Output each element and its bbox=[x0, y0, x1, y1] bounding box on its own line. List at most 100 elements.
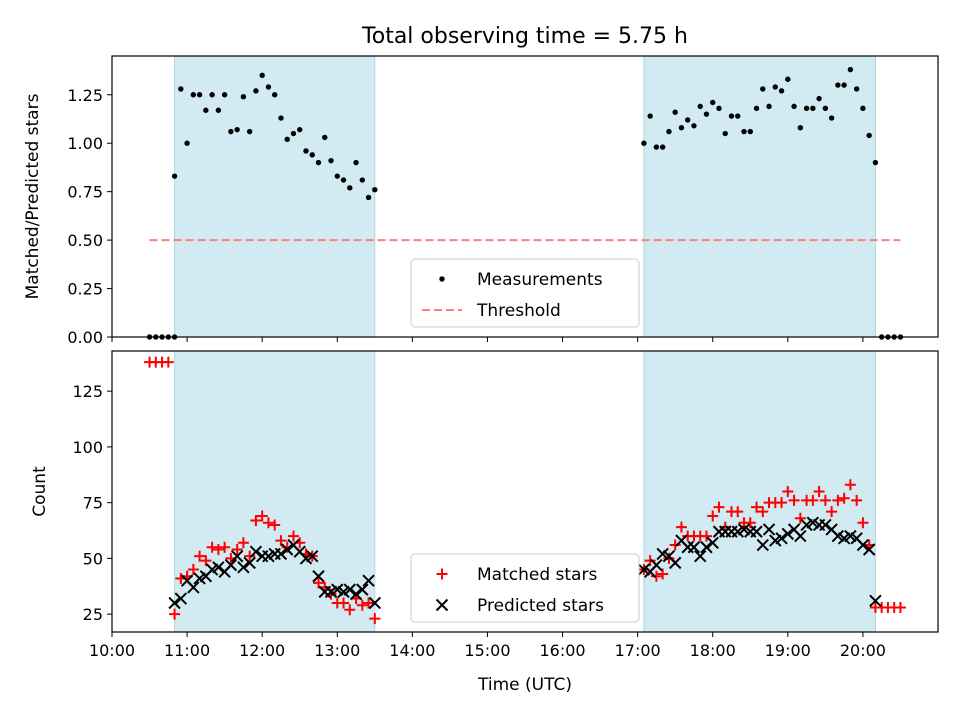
data-point bbox=[700, 541, 713, 554]
data-point bbox=[766, 103, 772, 110]
data-point bbox=[703, 111, 710, 117]
data-point bbox=[349, 587, 363, 601]
data-point bbox=[653, 144, 660, 150]
data-point bbox=[847, 66, 854, 73]
data-point bbox=[785, 76, 791, 82]
data-point bbox=[788, 494, 800, 506]
data-point bbox=[259, 72, 265, 79]
data-point bbox=[365, 194, 372, 201]
data-point bbox=[356, 599, 368, 611]
data-point bbox=[174, 592, 188, 605]
data-point bbox=[675, 521, 687, 533]
y-tick-label: 75 bbox=[83, 494, 103, 513]
data-point bbox=[212, 561, 225, 574]
y-axis-label: Matched/Predicted stars bbox=[23, 93, 43, 299]
data-point bbox=[243, 556, 256, 570]
data-point bbox=[756, 538, 769, 552]
data-point bbox=[822, 105, 829, 112]
y-tick-label: 0.00 bbox=[67, 328, 103, 347]
data-point bbox=[650, 570, 662, 582]
data-point bbox=[338, 597, 350, 609]
data-point bbox=[215, 107, 222, 113]
x-tick-label: 15:00 bbox=[464, 641, 510, 660]
data-point bbox=[221, 92, 228, 98]
data-point bbox=[322, 134, 328, 141]
data-point bbox=[657, 568, 669, 580]
data-point bbox=[237, 561, 250, 574]
data-point bbox=[894, 601, 906, 613]
data-point bbox=[672, 109, 678, 115]
data-point bbox=[810, 105, 816, 112]
data-point bbox=[178, 86, 184, 92]
data-point bbox=[856, 538, 870, 552]
data-point bbox=[647, 113, 653, 119]
data-point bbox=[753, 105, 760, 112]
y-tick-label: 125 bbox=[72, 382, 103, 401]
data-point bbox=[851, 494, 863, 506]
data-point bbox=[187, 581, 200, 594]
data-point bbox=[710, 99, 716, 106]
count-panel: 25 50 75 100 125 10:00 11:00 12:00 13:00 14:00 15… bbox=[30, 350, 939, 660]
data-point bbox=[816, 95, 822, 102]
data-point bbox=[838, 492, 850, 504]
data-point bbox=[168, 596, 181, 610]
data-point bbox=[187, 564, 199, 576]
x-axis-label: Time (UTC) bbox=[477, 675, 572, 695]
data-point bbox=[328, 157, 334, 164]
data-point bbox=[760, 86, 766, 92]
data-point bbox=[200, 555, 212, 567]
data-point bbox=[369, 613, 381, 625]
data-point bbox=[713, 501, 725, 513]
data-point bbox=[807, 494, 819, 506]
data-point bbox=[244, 550, 256, 562]
data-point bbox=[343, 583, 356, 596]
x-tick-label: 11:00 bbox=[164, 641, 210, 660]
data-point bbox=[844, 479, 856, 491]
data-point bbox=[687, 541, 701, 554]
data-point bbox=[819, 494, 831, 506]
data-point bbox=[203, 107, 209, 113]
x-tick-label: 20:00 bbox=[840, 641, 886, 660]
data-point bbox=[169, 608, 181, 620]
data-point bbox=[819, 518, 832, 532]
data-point bbox=[841, 82, 847, 88]
y-axis-label: Count bbox=[30, 466, 50, 517]
x-tick-label: 14:00 bbox=[389, 641, 435, 660]
data-point bbox=[265, 84, 272, 90]
data-point bbox=[306, 549, 319, 563]
data-point bbox=[309, 152, 315, 158]
x-tick-label: 19:00 bbox=[765, 641, 811, 660]
data-point bbox=[275, 535, 287, 547]
data-point bbox=[666, 128, 672, 135]
x-tick-label: 16:00 bbox=[539, 641, 585, 660]
data-point bbox=[781, 527, 795, 541]
legend: Matched stars Predicted stars bbox=[410, 553, 640, 623]
data-point bbox=[359, 177, 366, 183]
data-point bbox=[644, 555, 656, 567]
data-point bbox=[171, 173, 178, 179]
y-tick-label: 50 bbox=[83, 549, 103, 568]
data-point bbox=[284, 136, 290, 143]
x-ticks bbox=[111, 337, 864, 342]
data-point bbox=[791, 103, 797, 110]
data-point bbox=[334, 173, 340, 179]
data-point bbox=[826, 506, 838, 518]
x-tick-label: 17:00 bbox=[615, 641, 661, 660]
data-point bbox=[240, 93, 247, 100]
data-point bbox=[700, 530, 712, 542]
data-point bbox=[313, 577, 324, 589]
data-point bbox=[735, 113, 741, 119]
y-tick-label: 0.25 bbox=[67, 280, 103, 299]
data-point bbox=[813, 486, 825, 497]
data-point bbox=[775, 532, 788, 545]
data-point bbox=[782, 486, 794, 497]
legend-label: Measurements bbox=[477, 270, 603, 290]
data-point bbox=[303, 148, 309, 154]
data-point bbox=[869, 594, 882, 607]
data-point bbox=[659, 144, 666, 150]
series-layer bbox=[144, 356, 906, 625]
data-point bbox=[219, 541, 231, 553]
data-point bbox=[234, 126, 240, 133]
data-point bbox=[860, 105, 866, 112]
